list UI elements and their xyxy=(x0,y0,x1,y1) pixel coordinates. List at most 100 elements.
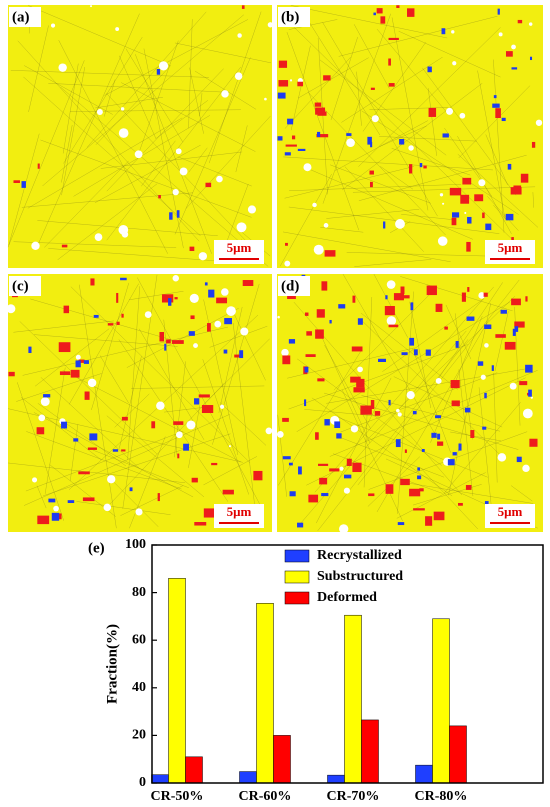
grain-boundary xyxy=(419,467,479,530)
grain-boundary xyxy=(185,116,271,209)
recrystallized-grain xyxy=(514,326,519,332)
grain-boundary xyxy=(36,13,140,247)
recrystallized-grain xyxy=(452,212,460,218)
grain-boundary xyxy=(24,65,113,115)
grain-boundary xyxy=(329,370,538,457)
deformed-grain xyxy=(384,305,395,316)
recrystallized-grain xyxy=(484,392,487,399)
deformed-grain xyxy=(37,515,50,525)
void xyxy=(156,401,165,411)
recrystallized-grain xyxy=(334,421,341,429)
recrystallized-grain xyxy=(321,493,329,497)
deformed-grain xyxy=(166,339,171,344)
deformed-grain xyxy=(407,8,415,17)
grain-boundary xyxy=(225,184,249,246)
recrystallized-grain xyxy=(401,352,408,356)
x-tick-label: CR-70% xyxy=(327,789,380,804)
void xyxy=(221,288,229,296)
recrystallized-grain xyxy=(409,337,415,346)
grain-boundary xyxy=(218,306,243,413)
grain-boundary xyxy=(35,328,110,387)
deformed-grain xyxy=(59,371,71,376)
recrystallized-grain xyxy=(464,407,471,413)
recrystallized-grain xyxy=(67,500,75,504)
recrystallized-grain xyxy=(427,66,432,73)
deformed-grain xyxy=(63,305,70,314)
grain-boundary xyxy=(135,54,212,254)
legend-label: Substructured xyxy=(317,569,403,584)
grain-boundary xyxy=(396,472,486,519)
recrystallized-grain xyxy=(467,216,472,224)
deformed-grain xyxy=(451,400,460,407)
panel-label-box xyxy=(278,276,310,296)
grain-boundary xyxy=(131,385,265,389)
void xyxy=(264,97,267,101)
grain-boundary xyxy=(458,369,474,497)
grain-boundary xyxy=(106,68,224,192)
recrystallized-grain xyxy=(317,131,321,138)
legend-swatch xyxy=(284,570,310,584)
grain-boundary xyxy=(95,66,171,145)
grain-boundary xyxy=(430,316,483,443)
deformed-grain xyxy=(388,58,391,66)
deformed-grain xyxy=(370,400,375,410)
deformed-grain xyxy=(323,75,331,81)
recrystallized-grain xyxy=(288,462,293,466)
grain-boundary xyxy=(43,433,231,496)
grain-boundary xyxy=(119,356,142,449)
deformed-grain xyxy=(211,462,218,466)
grain-boundary xyxy=(284,166,414,199)
deformed-grain xyxy=(84,391,90,400)
void xyxy=(189,293,199,303)
recrystallized-grain xyxy=(357,318,363,325)
void xyxy=(214,320,222,328)
recrystallized-grain xyxy=(466,316,475,321)
deformed-grain xyxy=(435,303,443,312)
deformed-grain xyxy=(495,108,501,118)
bar xyxy=(415,764,433,784)
grain-boundary xyxy=(397,291,414,514)
void xyxy=(435,377,442,384)
void xyxy=(87,378,97,388)
grain-boundary xyxy=(42,14,244,187)
grain-boundary xyxy=(291,25,530,257)
recrystallized-grain xyxy=(528,389,532,397)
grain-boundary xyxy=(188,19,193,129)
void xyxy=(478,179,486,187)
deformed-grain xyxy=(419,488,424,492)
panel-label-box xyxy=(9,276,41,296)
grain-boundary xyxy=(120,485,183,516)
void xyxy=(386,280,396,289)
grain-boundary xyxy=(510,485,533,502)
deformed-grain xyxy=(159,332,165,342)
grain-boundary xyxy=(127,286,140,461)
void xyxy=(193,343,198,349)
deformed-grain xyxy=(61,244,68,248)
deformed-grain xyxy=(437,441,444,446)
grain-boundary xyxy=(44,160,129,248)
deformed-grain xyxy=(190,315,195,320)
void xyxy=(528,22,533,26)
void xyxy=(480,374,486,380)
recrystallized-grain xyxy=(287,118,294,125)
void xyxy=(115,27,120,31)
void xyxy=(452,61,457,66)
grain-boundary xyxy=(92,449,189,489)
deformed-grain xyxy=(278,80,289,87)
void xyxy=(134,150,143,159)
void xyxy=(240,327,249,336)
recrystallized-grain xyxy=(298,466,302,475)
recrystallized-grain xyxy=(204,282,208,286)
recrystallized-grain xyxy=(83,360,89,364)
void xyxy=(371,115,379,123)
deformed-grain xyxy=(346,458,352,466)
deformed-grain xyxy=(121,313,124,318)
legend-swatch xyxy=(284,549,310,563)
void xyxy=(478,292,486,299)
recrystallized-grain xyxy=(324,419,330,426)
recrystallized-grain xyxy=(73,438,79,442)
deformed-grain xyxy=(315,432,319,440)
deformed-grain xyxy=(282,417,289,422)
grain-boundary xyxy=(326,209,420,219)
deformed-grain xyxy=(241,5,245,9)
